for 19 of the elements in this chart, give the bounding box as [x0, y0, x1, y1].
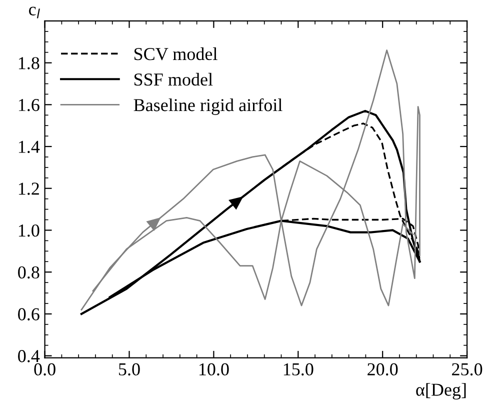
y-tick-label: 1.8: [18, 57, 40, 70]
x-tick-label: 15.0: [284, 363, 314, 376]
y-tick-label: 0.8: [18, 266, 40, 279]
y-tick-label: 1.4: [18, 140, 40, 154]
x-axis-title: α[Deg]: [416, 383, 466, 400]
y-tick-label: 0.6: [18, 308, 40, 320]
x-tick-label: 5.0: [119, 363, 140, 376]
y-axis-title: c$_{l}$: [28, 6, 40, 18]
y-tick-label: 1.2: [18, 182, 39, 195]
y-tick-label: 1.0: [18, 224, 40, 237]
legend-label: SCV model: [134, 47, 218, 60]
legend-label: SSF model: [134, 72, 213, 86]
y-tick-label: 0.4: [18, 350, 40, 362]
legend-label: Baseline rigid airfoil: [134, 98, 282, 115]
y-tick-label: 1.6: [18, 98, 40, 112]
x-tick-label: 25.0: [452, 363, 482, 376]
x-tick-label: 10.0: [199, 363, 229, 376]
x-tick-label: 0.0: [34, 363, 56, 376]
x-tick-label: 20.0: [368, 363, 398, 376]
